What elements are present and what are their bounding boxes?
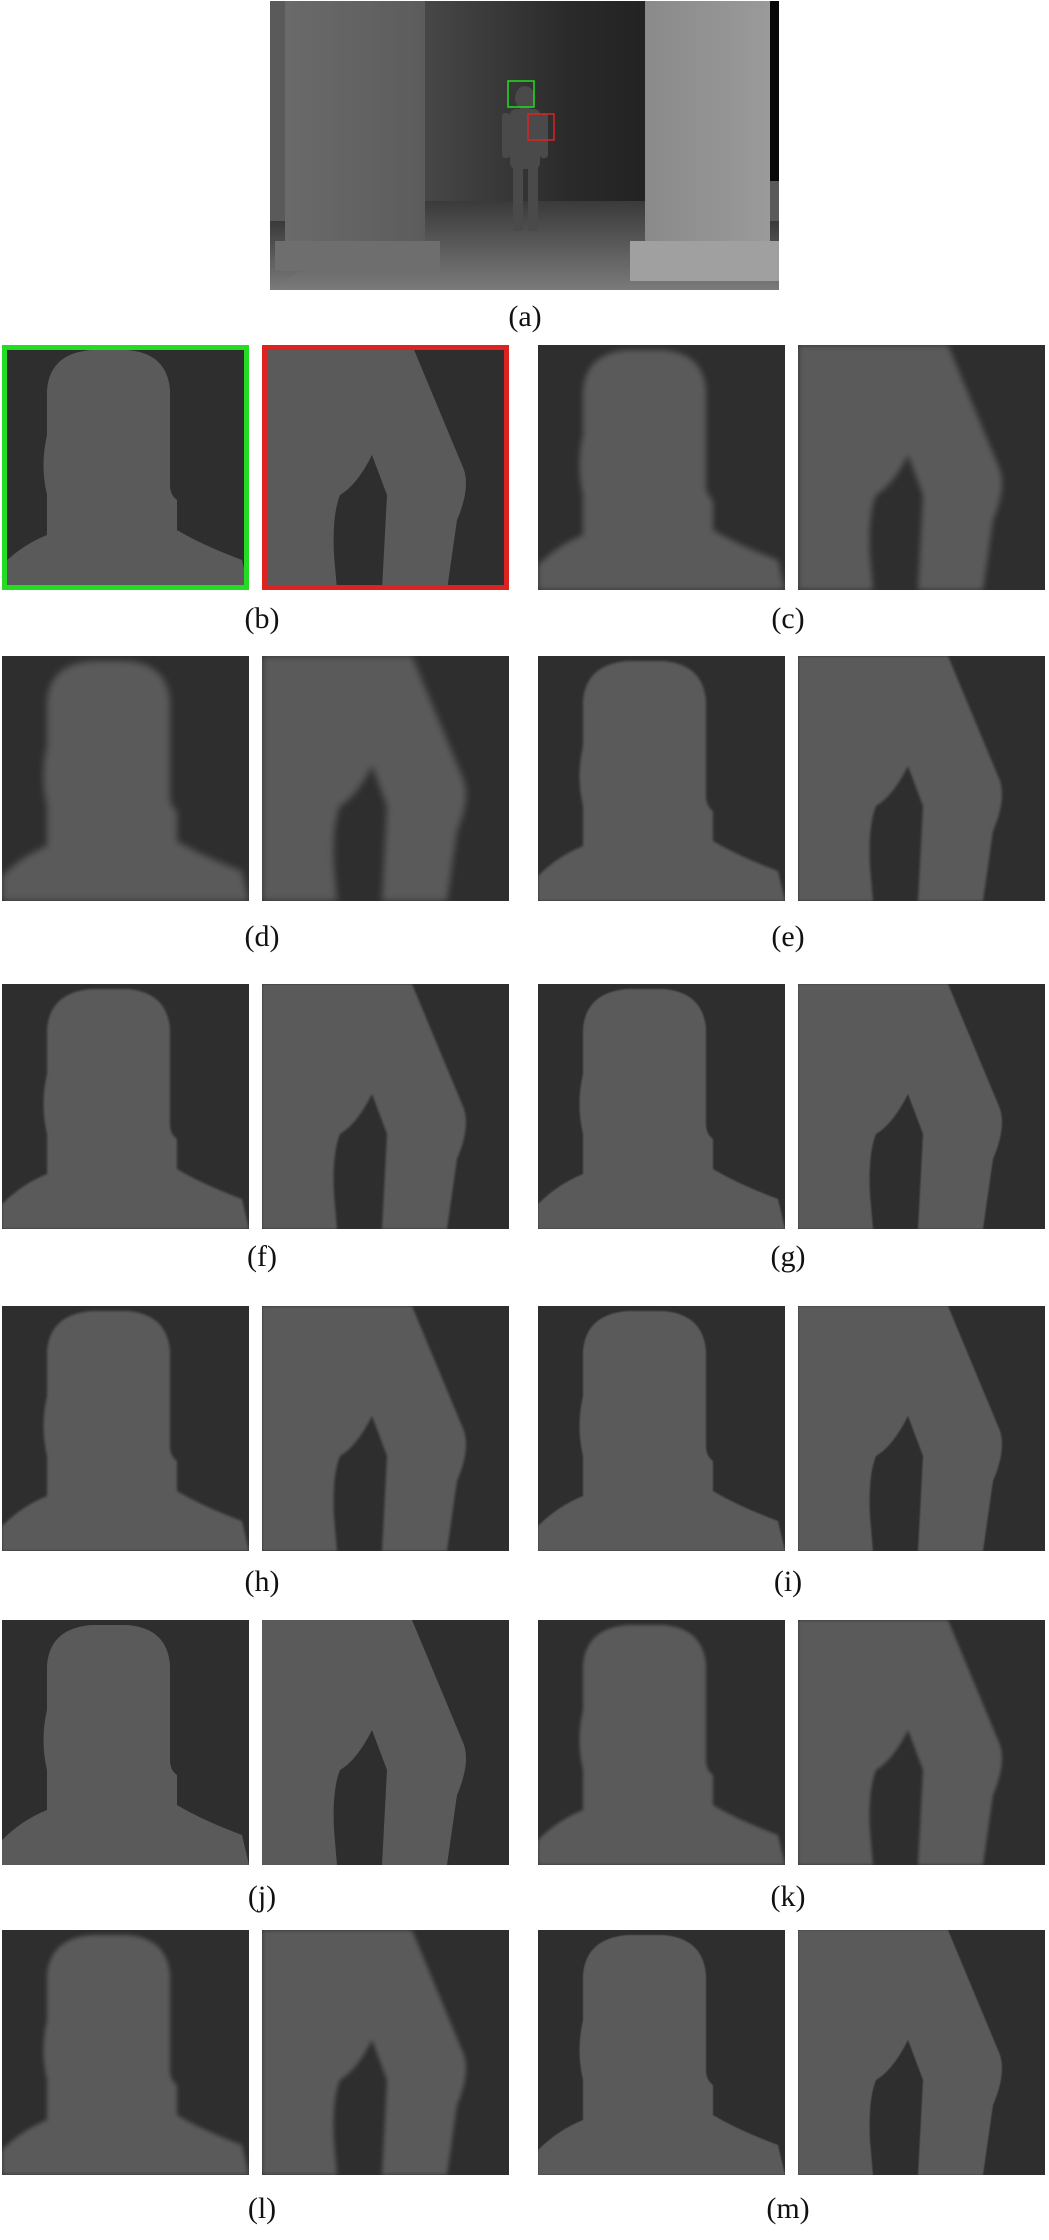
panel-h-head-crop bbox=[2, 1306, 249, 1551]
caption-a: (a) bbox=[508, 300, 542, 333]
caption-e: (e) bbox=[771, 920, 805, 953]
panel-k-leg-crop bbox=[798, 1620, 1045, 1865]
panel-g-head-crop bbox=[538, 984, 785, 1229]
panel-f-leg-crop bbox=[262, 984, 509, 1229]
panel-e-head-crop bbox=[538, 656, 785, 901]
head-box-marker bbox=[507, 80, 535, 108]
panel-b-head-crop bbox=[2, 345, 249, 590]
panel-j-leg-crop bbox=[262, 1620, 509, 1865]
panel-b-leg-crop bbox=[262, 345, 509, 590]
caption-d: (d) bbox=[244, 920, 280, 953]
panel-k-head-crop bbox=[538, 1620, 785, 1865]
caption-j: (j) bbox=[247, 1880, 277, 1913]
panel-d-leg-crop bbox=[262, 656, 509, 901]
depth-scene-image bbox=[270, 1, 779, 290]
caption-m: (m) bbox=[766, 2192, 810, 2225]
caption-k: (k) bbox=[770, 1880, 806, 1913]
caption-f: (f) bbox=[247, 1240, 277, 1273]
panel-e-leg-crop bbox=[798, 656, 1045, 901]
panel-d-head-crop bbox=[2, 656, 249, 901]
panel-a-scene bbox=[270, 1, 779, 290]
leg-box-marker bbox=[527, 113, 555, 141]
caption-c: (c) bbox=[771, 602, 805, 635]
caption-i: (i) bbox=[773, 1565, 803, 1598]
panel-m-leg-crop bbox=[798, 1930, 1045, 2175]
panel-c-head-crop bbox=[538, 345, 785, 590]
panel-i-head-crop bbox=[538, 1306, 785, 1551]
caption-h: (h) bbox=[244, 1565, 280, 1598]
panel-h-leg-crop bbox=[262, 1306, 509, 1551]
panel-j-head-crop bbox=[2, 1620, 249, 1865]
caption-b: (b) bbox=[244, 602, 280, 635]
panel-g-leg-crop bbox=[798, 984, 1045, 1229]
panel-i-leg-crop bbox=[798, 1306, 1045, 1551]
caption-l: (l) bbox=[247, 2192, 277, 2225]
panel-m-head-crop bbox=[538, 1930, 785, 2175]
caption-g: (g) bbox=[770, 1240, 806, 1273]
panel-c-leg-crop bbox=[798, 345, 1045, 590]
panel-l-leg-crop bbox=[262, 1930, 509, 2175]
panel-f-head-crop bbox=[2, 984, 249, 1229]
panel-l-head-crop bbox=[2, 1930, 249, 2175]
